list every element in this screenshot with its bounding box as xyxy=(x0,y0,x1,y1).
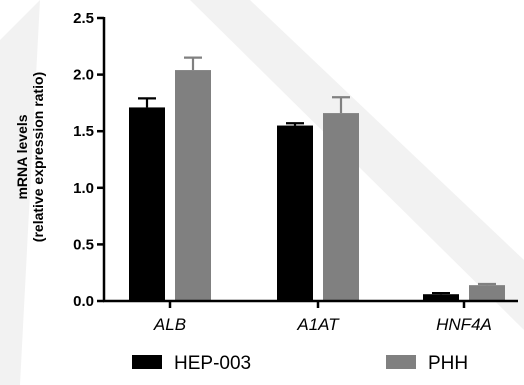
y-tick-label: 0.5 xyxy=(73,236,94,253)
legend-label: HEP-003 xyxy=(174,353,251,374)
y-tick-label: 2.5 xyxy=(73,10,94,27)
bar-hep-003-alb xyxy=(129,107,165,301)
category-label: HNF4A xyxy=(436,315,492,334)
category-labels: ALB A1AT HNF4A xyxy=(153,315,492,334)
bars xyxy=(129,56,505,302)
y-tick-label: 2.0 xyxy=(73,67,94,84)
y-axis-title-line-2: (relative expression ratio) xyxy=(30,72,46,242)
category-label: A1AT xyxy=(296,315,340,334)
y-axis-title-line-1: mRNA levels xyxy=(14,114,30,199)
y-tick-label: 0.0 xyxy=(73,293,94,310)
category-label: ALB xyxy=(153,315,186,334)
y-tick-label: 1.5 xyxy=(73,123,94,140)
legend-swatch xyxy=(386,355,416,369)
axes xyxy=(97,16,518,308)
y-tick-label: 1.0 xyxy=(73,180,94,197)
bar-phh-a1at xyxy=(323,113,359,301)
legend: HEP-003 PHH xyxy=(132,353,468,374)
y-axis-title: mRNA levels (relative expression ratio) xyxy=(14,72,46,242)
bar-hep-003-a1at xyxy=(277,125,313,301)
bar-phh-alb xyxy=(175,70,211,302)
bar-phh-hnf4a xyxy=(469,285,505,301)
y-tick-labels: 0.0 0.5 1.0 1.5 2.0 2.5 xyxy=(73,10,94,310)
legend-swatch xyxy=(132,355,162,369)
bar-hep-003-hnf4a xyxy=(423,294,459,301)
legend-label: PHH xyxy=(428,353,468,374)
